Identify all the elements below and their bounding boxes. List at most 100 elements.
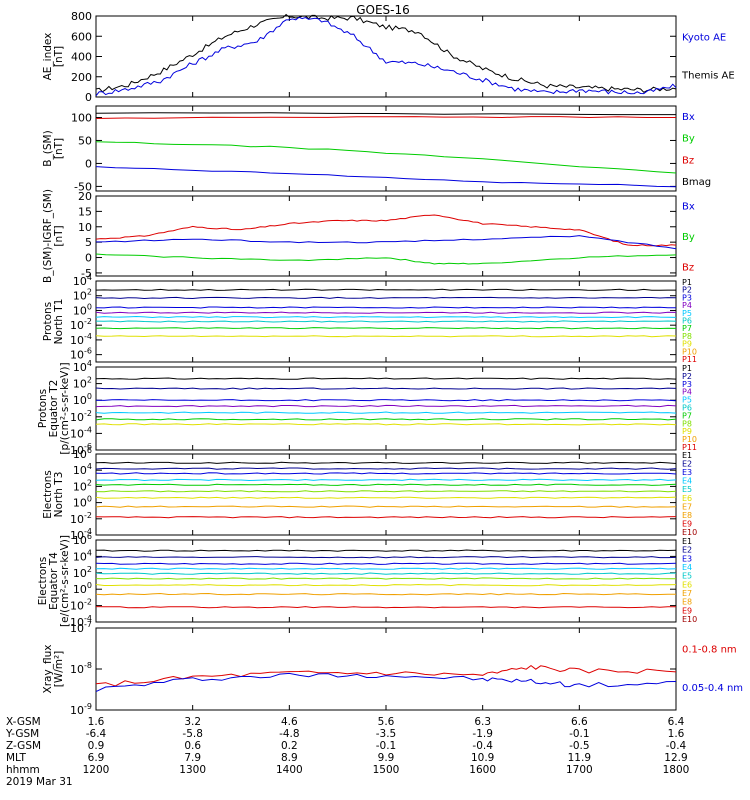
y-tick-exponent: -2 [84,409,92,418]
y-tick-exponent: -4 [84,425,92,434]
y-tick-exponent: 6 [87,532,92,541]
series-line-P6 [95,418,677,421]
plot-frame [95,627,677,711]
legend-label: Themis AE [681,70,735,81]
y-tick-label: 800 [71,10,92,23]
series-line-P5 [95,315,677,319]
series-line-P4 [95,404,677,408]
legend-label: P9 [682,340,692,349]
legend-label: By [682,232,695,243]
ephemeris-value: -4.8 [279,728,300,740]
legend-label: E9 [682,606,692,615]
y-tick-label: 100 [71,111,92,124]
series-line-Themis-AE [95,13,677,93]
ephemeris-value: 0.6 [184,740,201,752]
y-tick-label: 100 [73,495,92,510]
ephemeris-value: 1700 [566,764,593,776]
y-axis-label: Xray_flux [42,645,54,694]
legend-label: E10 [682,615,697,624]
y-tick-exponent: 2 [87,478,92,487]
y-axis-label: Electrons [42,470,54,519]
y-tick-label: 10 [78,221,92,234]
legend-label: E1 [682,451,692,460]
y-tick-label: 102 [73,478,92,493]
y-axis-label: [W/m²] [53,651,65,688]
y-tick-exponent: -4 [84,614,92,623]
ephemeris-value: 6.3 [474,716,491,728]
ephemeris-label: Z-GSM [6,740,41,752]
legend-label: P10 [682,347,697,356]
y-axis-label: [nT] [53,46,65,67]
ephemeris-value: 7.9 [184,752,201,764]
y-tick-label: 106 [73,532,92,547]
series-line-E8 [95,505,677,508]
legend-label: 0.05-0.4 nm [682,683,743,694]
legend-label: P3 [682,293,692,302]
y-tick-exponent: 6 [87,446,92,455]
y-axis-label: Protons [37,389,49,428]
series-line-By [95,253,677,265]
legend-label: By [682,134,695,145]
y-tick-label: 102 [73,376,92,391]
legend-label: E6 [682,494,692,503]
y-tick-exponent: -6 [84,442,92,451]
series-line-E2 [95,467,677,470]
y-axis-label: [p/(cm²-s-sr-keV)] [59,362,71,454]
legend-label: P9 [682,427,692,436]
y-tick-exponent: 4 [87,462,92,471]
legend-label: P1 [682,364,692,373]
ephemeris-value: 4.6 [281,716,298,728]
legend-label: P10 [682,435,697,444]
y-axis-label: Protons [42,302,54,341]
y-tick-label: 15 [78,205,92,218]
series-line-E8 [95,592,676,596]
series-line-P3 [95,306,677,309]
y-tick-label: 104 [73,273,92,288]
y-tick-label: 106 [73,446,92,461]
y-axis-label: [nT] [53,138,65,159]
y-tick-label: 10-2 [70,511,92,526]
ephemeris-value: 1600 [469,764,496,776]
y-tick-label: 400 [71,51,92,64]
y-tick-label: 10-2 [70,409,92,424]
ephemeris-value: 1.6 [88,716,105,728]
ephemeris-value: 1200 [83,764,110,776]
ephemeris-value: -1.9 [472,728,493,740]
legend-label: P8 [682,419,692,428]
series-line-Kyoto-AE [95,16,677,97]
plot-frame [95,453,677,536]
panel-2: -50 0 50 100 B_(SM) [nT] Bx By Bz Bmag [42,105,711,193]
series-line-P8 [95,335,677,338]
series-line-P2 [95,296,677,300]
series-line-P1 [95,377,677,380]
y-axis-label: North T3 [53,472,65,518]
y-tick-label: 200 [71,71,92,84]
y-tick-label: 0 [85,91,92,104]
ephemeris-table: X-GSM 1.6 3.2 4.6 5.6 6.3 6.6 6.4 Y-GSM -6.4 -5.8 -… [5,716,689,788]
series-line-P3 [95,399,677,402]
legend-label: P7 [682,324,692,333]
y-tick-label: 100 [73,392,92,407]
series-line-E4 [95,567,677,570]
y-tick-exponent: -9 [84,702,92,711]
y-axis-label: North T1 [53,299,65,345]
ephemeris-value: 3.2 [184,716,201,728]
ephemeris-label: hhmm [6,764,40,776]
legend-label: Bx [682,202,695,213]
series-line-P7 [95,327,677,330]
legend-label: P2 [682,372,692,381]
legend-label: E10 [682,528,697,537]
series-line-P4 [95,311,677,314]
series-line-E5 [95,483,677,486]
y-axis-label: Electrons [37,557,49,606]
ephemeris-value: -5.8 [182,728,203,740]
ephemeris-value: -0.1 [376,740,397,752]
series-line-E2 [95,556,677,559]
ephemeris-value: -6.4 [86,728,107,740]
series-line-P7 [95,423,677,426]
y-tick-label: 10-4 [70,425,92,440]
ephemeris-label: Y-GSM [5,728,39,740]
plot-frame [95,195,677,277]
y-tick-exponent: 0 [87,302,92,311]
